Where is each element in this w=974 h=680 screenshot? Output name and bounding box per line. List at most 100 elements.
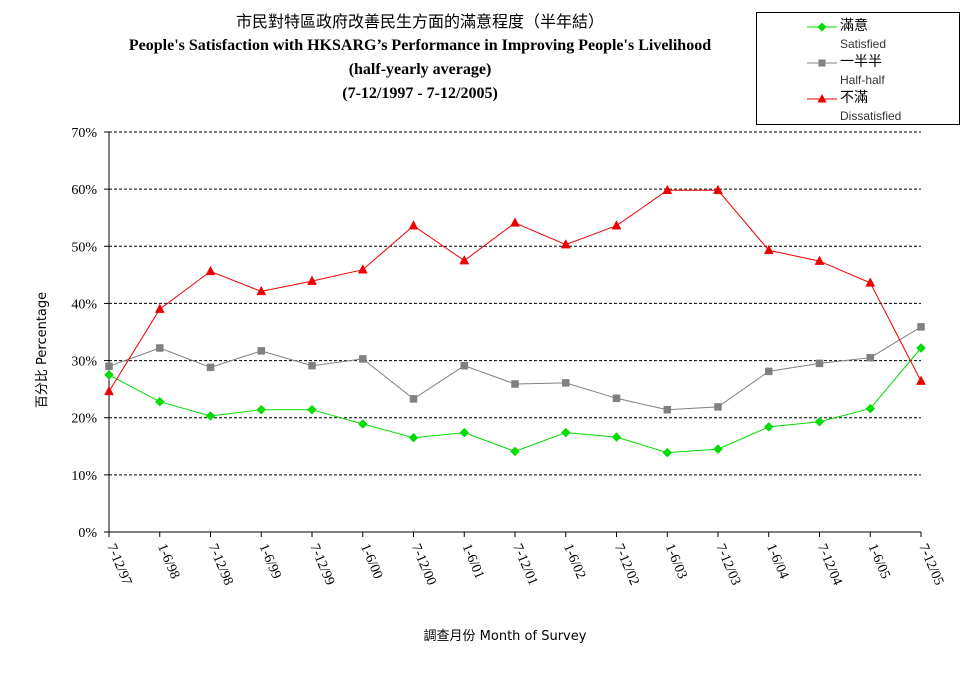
chart-title-english: People's Satisfaction with HKSARG’s Perf… — [128, 37, 712, 54]
data-point-satisfied — [611, 432, 622, 442]
data-point-dissatisfied — [916, 375, 926, 385]
data-point-dissatisfied — [256, 285, 267, 296]
data-point-dissatisfied — [763, 244, 774, 255]
data-point-dissatisfied — [662, 184, 673, 195]
data-point-dissatisfied — [611, 220, 622, 230]
y-tick-label: 60% — [71, 183, 97, 198]
data-point-satisfied — [256, 404, 267, 415]
data-point-satisfied — [154, 396, 165, 407]
series-satisfied — [104, 343, 926, 458]
x-tick-label: 7-12/04 — [814, 542, 845, 588]
legend-marker-dissatisfied — [807, 94, 837, 103]
x-tick-label: 1-6/99 — [256, 542, 284, 582]
data-point-half-half — [308, 361, 316, 370]
data-point-half-half — [460, 361, 469, 370]
x-tick-label: 7-12/00 — [408, 542, 439, 588]
data-point-half-half — [156, 344, 164, 352]
legend-item-satisfied: 滿意 Satisfied — [757, 17, 957, 53]
x-tick-label: 1-6/02 — [560, 542, 588, 582]
x-tick-label: 7-12/05 — [915, 542, 946, 588]
data-point-dissatisfied — [510, 217, 520, 227]
chart-subtitle-period: (7-12/1997 - 7-12/2005) — [342, 85, 498, 102]
data-point-satisfied — [763, 422, 774, 432]
x-tick-label: 1-6/04 — [763, 542, 791, 582]
data-point-dissatisfied — [459, 255, 470, 265]
data-point-satisfied — [459, 427, 470, 438]
data-point-half-half — [562, 379, 570, 387]
data-point-half-half — [917, 323, 925, 331]
data-point-dissatisfied — [560, 239, 571, 249]
x-tick-label: 7-12/99 — [306, 542, 337, 588]
chart-title-chinese: 市民對特區政府改善民生方面的滿意程度（半年結） — [235, 12, 604, 31]
data-point-satisfied — [560, 427, 571, 438]
data-point-half-half — [105, 362, 113, 371]
chart-title-block: 市民對特區政府改善民生方面的滿意程度（半年結） People's Satisfa… — [60, 10, 780, 106]
data-point-satisfied — [814, 416, 825, 427]
data-point-half-half — [714, 403, 722, 411]
legend-label-satisfied-en: Satisfied — [840, 37, 887, 51]
data-point-satisfied — [662, 447, 673, 458]
data-point-half-half — [257, 347, 266, 355]
data-point-half-half — [815, 359, 824, 368]
series-dissatisfied — [104, 184, 926, 396]
data-point-satisfied — [408, 432, 419, 443]
legend-square-icon — [818, 59, 826, 67]
y-tick-label: 20% — [71, 412, 97, 427]
data-point-half-half — [765, 367, 773, 376]
data-point-satisfied — [865, 403, 876, 414]
axis-labels: 0% 10% 20% 30% 40% 50% 60% 70% 7-12/97 1-6/98 7-12… — [35, 126, 946, 644]
x-tick-label: 1-6/05 — [865, 542, 893, 582]
legend-diamond-icon — [817, 22, 827, 32]
x-tick-label: 1-6/00 — [357, 542, 385, 582]
data-point-half-half — [612, 394, 621, 403]
data-point-satisfied — [307, 404, 317, 415]
axes — [104, 131, 922, 537]
data-point-half-half — [359, 355, 367, 363]
legend-label-half-half-en: Half-half — [840, 73, 885, 87]
data-point-dissatisfied — [408, 220, 419, 230]
data-point-dissatisfied — [865, 277, 876, 287]
legend-marker-satisfied — [807, 22, 837, 32]
series-line-satisfied — [108, 347, 922, 454]
x-axis-title: 調查月份 Month of Survey — [424, 629, 587, 644]
data-point-dissatisfied — [307, 275, 317, 285]
data-point-dissatisfied — [104, 385, 114, 396]
x-tick-label: 1-6/98 — [154, 542, 182, 582]
y-tick-label: 0% — [78, 526, 97, 541]
legend-triangle-icon — [817, 94, 827, 103]
y-tick-label: 30% — [71, 355, 97, 370]
y-tick-label: 10% — [71, 469, 97, 484]
y-tick-label: 70% — [71, 126, 97, 141]
legend-item-dissatisfied: 不滿 Dissatisfied — [757, 89, 957, 125]
data-point-half-half — [409, 395, 418, 403]
data-point-half-half — [866, 353, 875, 362]
data-point-dissatisfied — [154, 303, 165, 313]
x-tick-label: 7-12/98 — [205, 542, 236, 588]
chart-legend: 滿意 Satisfied 一半半 Half-half 不滿 Dissatisfi… — [756, 12, 960, 125]
legend-marker-half-half — [807, 59, 837, 67]
legend-label-satisfied-zh: 滿意 — [840, 18, 868, 34]
x-tick-label: 1-6/03 — [662, 542, 690, 582]
x-tick-label: 7-12/03 — [712, 542, 743, 588]
legend-label-half-half-zh: 一半半 — [840, 54, 882, 70]
data-point-dissatisfied — [205, 265, 216, 276]
data-point-satisfied — [357, 419, 368, 429]
data-point-satisfied — [510, 446, 520, 457]
series-half-half — [105, 323, 925, 414]
x-tick-label: 1-6/01 — [459, 542, 487, 582]
x-tick-label: 7-12/01 — [509, 542, 540, 588]
data-point-satisfied — [713, 444, 723, 454]
data-point-half-half — [206, 363, 215, 372]
grid-lines — [109, 131, 921, 476]
data-point-satisfied — [104, 370, 114, 380]
data-point-half-half — [511, 380, 519, 388]
x-tick-label: 7-12/02 — [611, 542, 642, 588]
data-point-dissatisfied — [814, 255, 825, 265]
data-point-satisfied — [916, 343, 926, 353]
x-tick-label: 7-12/97 — [103, 542, 134, 588]
legend-label-dissatisfied-zh: 不滿 — [840, 90, 868, 106]
y-tick-label: 40% — [71, 297, 97, 312]
data-point-half-half — [663, 405, 672, 414]
y-tick-label: 50% — [71, 240, 97, 255]
